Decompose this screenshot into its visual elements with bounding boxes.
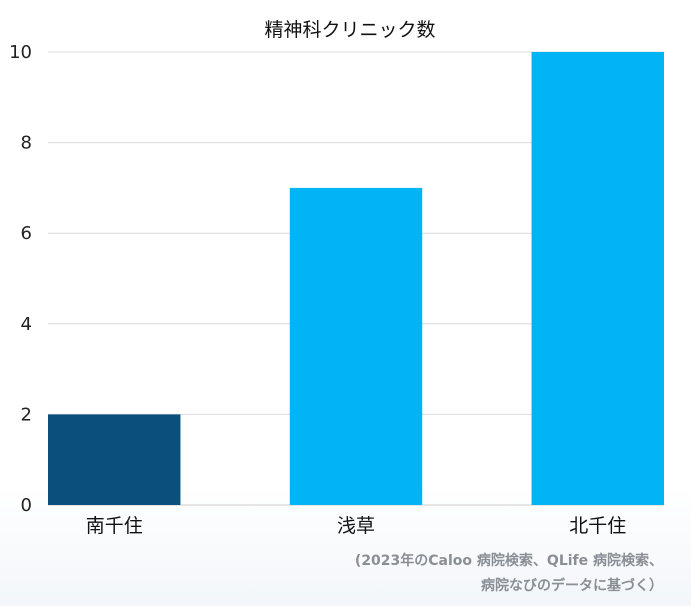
bar-3 xyxy=(531,52,664,505)
bars xyxy=(48,52,664,505)
bar-2 xyxy=(289,187,423,505)
x-tick-label: 浅草 xyxy=(337,515,375,537)
x-axis-ticks: 南千住 浅草 北千住 xyxy=(86,515,627,537)
y-tick-label: 6 xyxy=(21,223,32,244)
y-tick-label: 8 xyxy=(21,133,32,154)
source-note-line-1: (2023年のCaloo 病院検索、QLife 病院検索、 xyxy=(354,553,663,569)
x-tick-label: 南千住 xyxy=(86,515,143,537)
y-tick-label: 2 xyxy=(21,404,32,425)
y-tick-label: 10 xyxy=(9,42,32,63)
x-tick-label: 北千住 xyxy=(569,515,626,537)
source-note-line-2: 病院なびのデータに基づく） xyxy=(481,578,663,594)
y-tick-label: 0 xyxy=(21,495,32,516)
bar-1 xyxy=(48,414,181,505)
y-axis-ticks: 0 2 4 6 8 10 xyxy=(9,42,32,516)
chart-title: 精神科クリニック数 xyxy=(264,19,435,41)
y-tick-label: 4 xyxy=(21,314,32,335)
